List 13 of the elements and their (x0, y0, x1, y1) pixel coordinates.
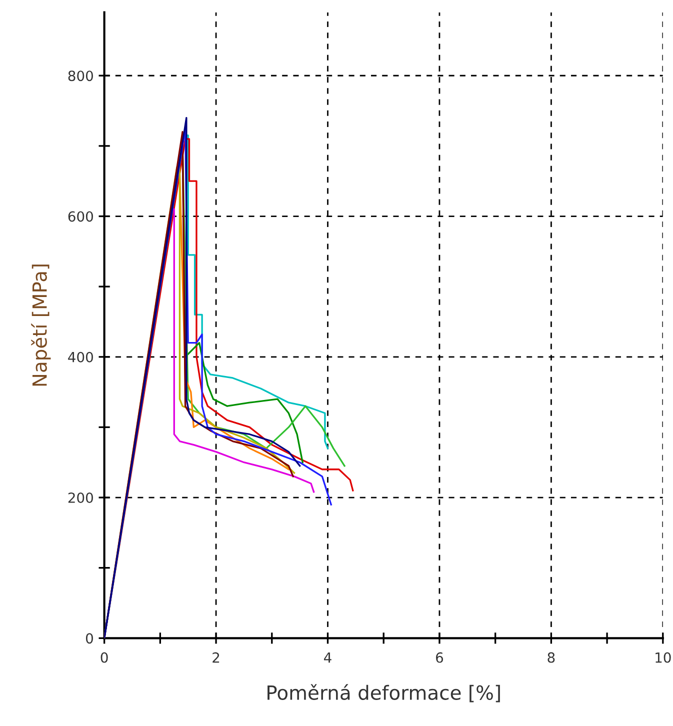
x-tick-label: 6 (436, 652, 444, 663)
x-tick-label: 10 (656, 652, 671, 663)
y-tick-label: 200 (68, 492, 93, 503)
x-tick-label: 2 (212, 652, 220, 663)
x-tick-label: 8 (548, 652, 555, 663)
x-tick-label: 4 (324, 652, 332, 663)
y-tick-label: 800 (68, 70, 93, 82)
y-tick-label: 600 (68, 211, 93, 222)
y-tick-label: 400 (68, 352, 93, 362)
x-tick-label: 0 (100, 652, 108, 663)
x-axis-title: Poměrná deformace [%] (268, 684, 500, 702)
y-axis-title: Napětí [MPa] (31, 264, 51, 386)
y-tick-label: 0 (86, 633, 93, 644)
